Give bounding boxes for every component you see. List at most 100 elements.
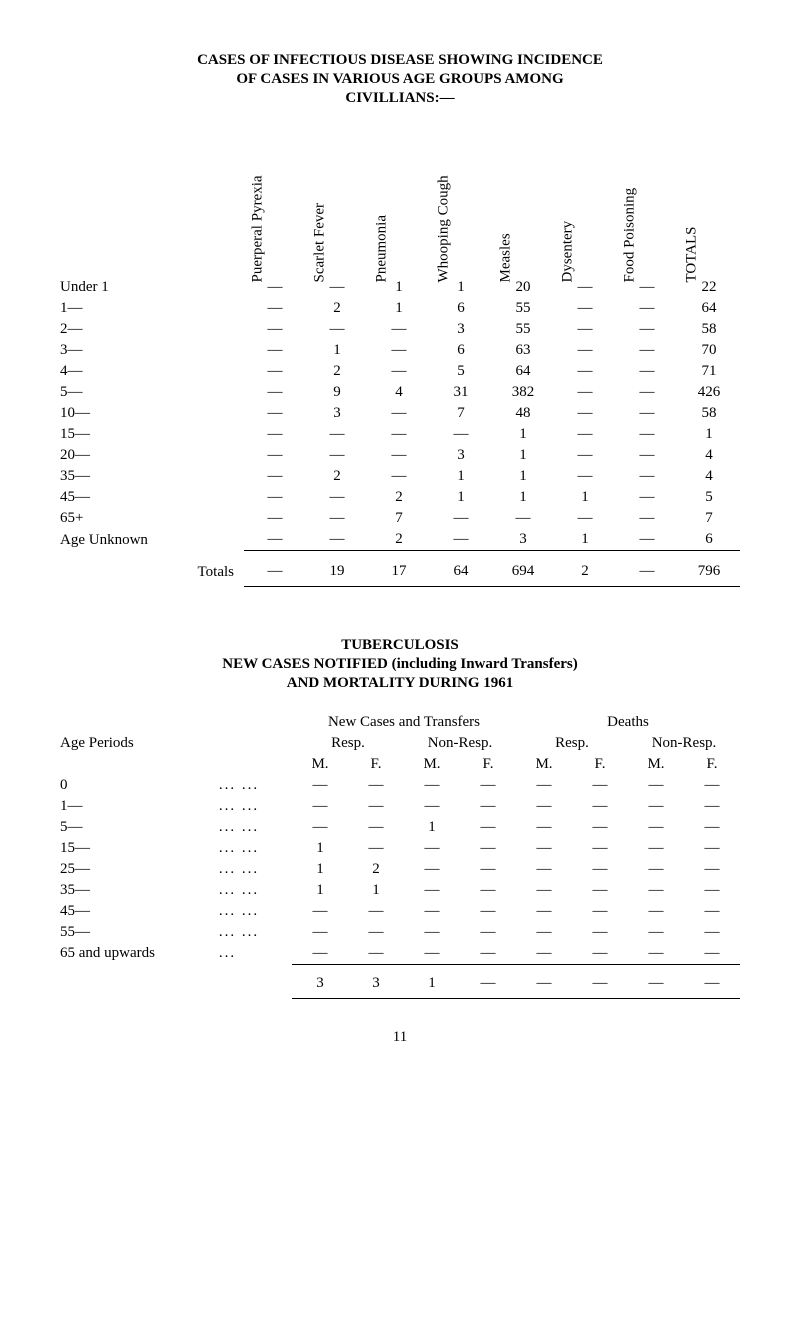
- cell: —: [616, 424, 678, 445]
- cell: —: [684, 796, 740, 817]
- cell: —: [348, 922, 404, 943]
- cell: —: [368, 361, 430, 382]
- cell: —: [572, 922, 628, 943]
- row-label: 45—: [60, 901, 213, 922]
- sum-cell: —: [628, 965, 684, 999]
- cell: 3: [430, 319, 492, 340]
- cell: —: [554, 319, 616, 340]
- row-label: 45—: [60, 487, 244, 508]
- cell: —: [572, 775, 628, 796]
- cell: 1: [292, 838, 348, 859]
- cell: —: [460, 901, 516, 922]
- cell: —: [404, 838, 460, 859]
- tb-h2: NEW CASES NOTIFIED (including Inward Tra…: [222, 656, 578, 672]
- row-label: 65+: [60, 508, 244, 529]
- cell: —: [684, 775, 740, 796]
- cell: 426: [678, 382, 740, 403]
- table-row: 35——2—11——4: [60, 466, 740, 487]
- table-row: 0... ...————————: [60, 775, 740, 796]
- cell: —: [516, 817, 572, 838]
- cell: —: [368, 403, 430, 424]
- cell: 1: [404, 817, 460, 838]
- tuberculosis-table: New Cases and Transfers Deaths Age Perio…: [60, 712, 740, 999]
- col-header: Whooping Cough: [430, 127, 492, 277]
- cell: 1: [554, 487, 616, 508]
- cell: —: [244, 487, 306, 508]
- cell: —: [554, 508, 616, 529]
- cell: —: [306, 508, 368, 529]
- cell: —: [684, 880, 740, 901]
- cell: 2: [348, 859, 404, 880]
- cell: —: [404, 922, 460, 943]
- cell: 5: [678, 487, 740, 508]
- cell: —: [616, 403, 678, 424]
- col-header: Pneumonia: [368, 127, 430, 277]
- cell: —: [516, 880, 572, 901]
- cell: 2: [306, 361, 368, 382]
- dots: ... ...: [213, 859, 292, 880]
- dots: ... ...: [213, 775, 292, 796]
- cell: —: [554, 424, 616, 445]
- row-label: 2—: [60, 319, 244, 340]
- row-label: 20—: [60, 445, 244, 466]
- age-periods-label: Age Periods: [60, 733, 213, 754]
- title-l2: OF CASES IN VARIOUS AGE GROUPS AMONG: [60, 71, 740, 88]
- cell: 2: [306, 298, 368, 319]
- cell: 63: [492, 340, 554, 361]
- dots: ...: [213, 943, 292, 965]
- cell: 1: [678, 424, 740, 445]
- nonresp1: Non-Resp.: [404, 733, 516, 754]
- cell: —: [628, 859, 684, 880]
- cell: —: [368, 340, 430, 361]
- row-label: 10—: [60, 403, 244, 424]
- cell: —: [404, 943, 460, 965]
- cell: —: [460, 859, 516, 880]
- cell: —: [368, 466, 430, 487]
- sum-cell: —: [460, 965, 516, 999]
- cell: 1: [306, 340, 368, 361]
- cell: 4: [678, 445, 740, 466]
- cell: —: [572, 859, 628, 880]
- cell: 1: [430, 487, 492, 508]
- cell: —: [516, 796, 572, 817]
- cell: —: [244, 466, 306, 487]
- col-header: Puerperal Pyrexia: [244, 127, 306, 277]
- table-row: 4——2—564——71: [60, 361, 740, 382]
- table-row: 20————31——4: [60, 445, 740, 466]
- dots: ... ...: [213, 901, 292, 922]
- cell: —: [554, 340, 616, 361]
- cell: —: [684, 943, 740, 965]
- f-label: F.: [572, 754, 628, 775]
- cell: —: [616, 466, 678, 487]
- cell: 6: [430, 340, 492, 361]
- cell: —: [306, 445, 368, 466]
- cell: —: [516, 922, 572, 943]
- page-number: 11: [60, 1029, 740, 1046]
- deaths-header: Deaths: [516, 712, 740, 733]
- cell: —: [684, 859, 740, 880]
- cell: 55: [492, 319, 554, 340]
- cell: 1: [492, 424, 554, 445]
- cell: 7: [678, 508, 740, 529]
- table-row: 10——3—748——58: [60, 403, 740, 424]
- cell: 64: [678, 298, 740, 319]
- row-label: Under 1: [60, 277, 244, 298]
- table-row: 45—... ...————————: [60, 901, 740, 922]
- cell: —: [516, 838, 572, 859]
- row-label: 15—: [60, 424, 244, 445]
- cell: —: [292, 901, 348, 922]
- table-row: 5——9431382——426: [60, 382, 740, 403]
- cell: —: [554, 361, 616, 382]
- row-label: 55—: [60, 922, 213, 943]
- cell: —: [244, 298, 306, 319]
- cell: 64: [492, 361, 554, 382]
- cell: —: [628, 901, 684, 922]
- cell: 9: [306, 382, 368, 403]
- cell: 1: [430, 466, 492, 487]
- cell: —: [572, 880, 628, 901]
- table-row: 35—... ...11——————: [60, 880, 740, 901]
- cell: 6: [678, 529, 740, 551]
- cell: —: [292, 796, 348, 817]
- cell: —: [628, 880, 684, 901]
- cell: —: [460, 838, 516, 859]
